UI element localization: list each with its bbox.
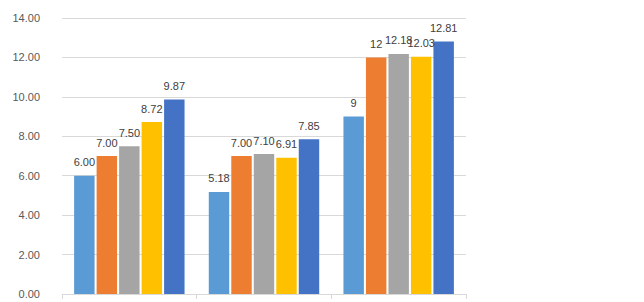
svg-text:2.00: 2.00 xyxy=(19,249,40,261)
svg-text:6.00: 6.00 xyxy=(19,170,40,182)
svg-text:12.18: 12.18 xyxy=(384,34,413,47)
svg-text:0.00: 0.00 xyxy=(19,288,40,300)
svg-text:6.00: 6.00 xyxy=(74,156,95,168)
svg-text:7.85: 7.85 xyxy=(298,120,319,132)
svg-text:14.00: 14.00 xyxy=(12,12,40,24)
svg-text:4.00: 4.00 xyxy=(19,209,40,221)
svg-text:9.87: 9.87 xyxy=(164,80,185,92)
svg-text:9: 9 xyxy=(351,97,357,109)
svg-text:6.91: 6.91 xyxy=(276,138,297,150)
svg-text:5.18: 5.18 xyxy=(208,172,229,184)
svg-text:12.00: 12.00 xyxy=(12,51,40,63)
svg-text:8.00: 8.00 xyxy=(19,130,40,142)
svg-text:12.03: 12.03 xyxy=(407,37,435,49)
svg-text:7.10: 7.10 xyxy=(253,135,274,147)
svg-text:7.00: 7.00 xyxy=(96,137,117,149)
svg-text:7.00: 7.00 xyxy=(231,137,252,149)
svg-text:12.81: 12.81 xyxy=(430,22,458,34)
svg-text:10.00: 10.00 xyxy=(12,91,40,103)
svg-text:12: 12 xyxy=(370,38,382,50)
svg-text:8.72: 8.72 xyxy=(141,103,162,115)
svg-text:7.50: 7.50 xyxy=(119,127,140,139)
